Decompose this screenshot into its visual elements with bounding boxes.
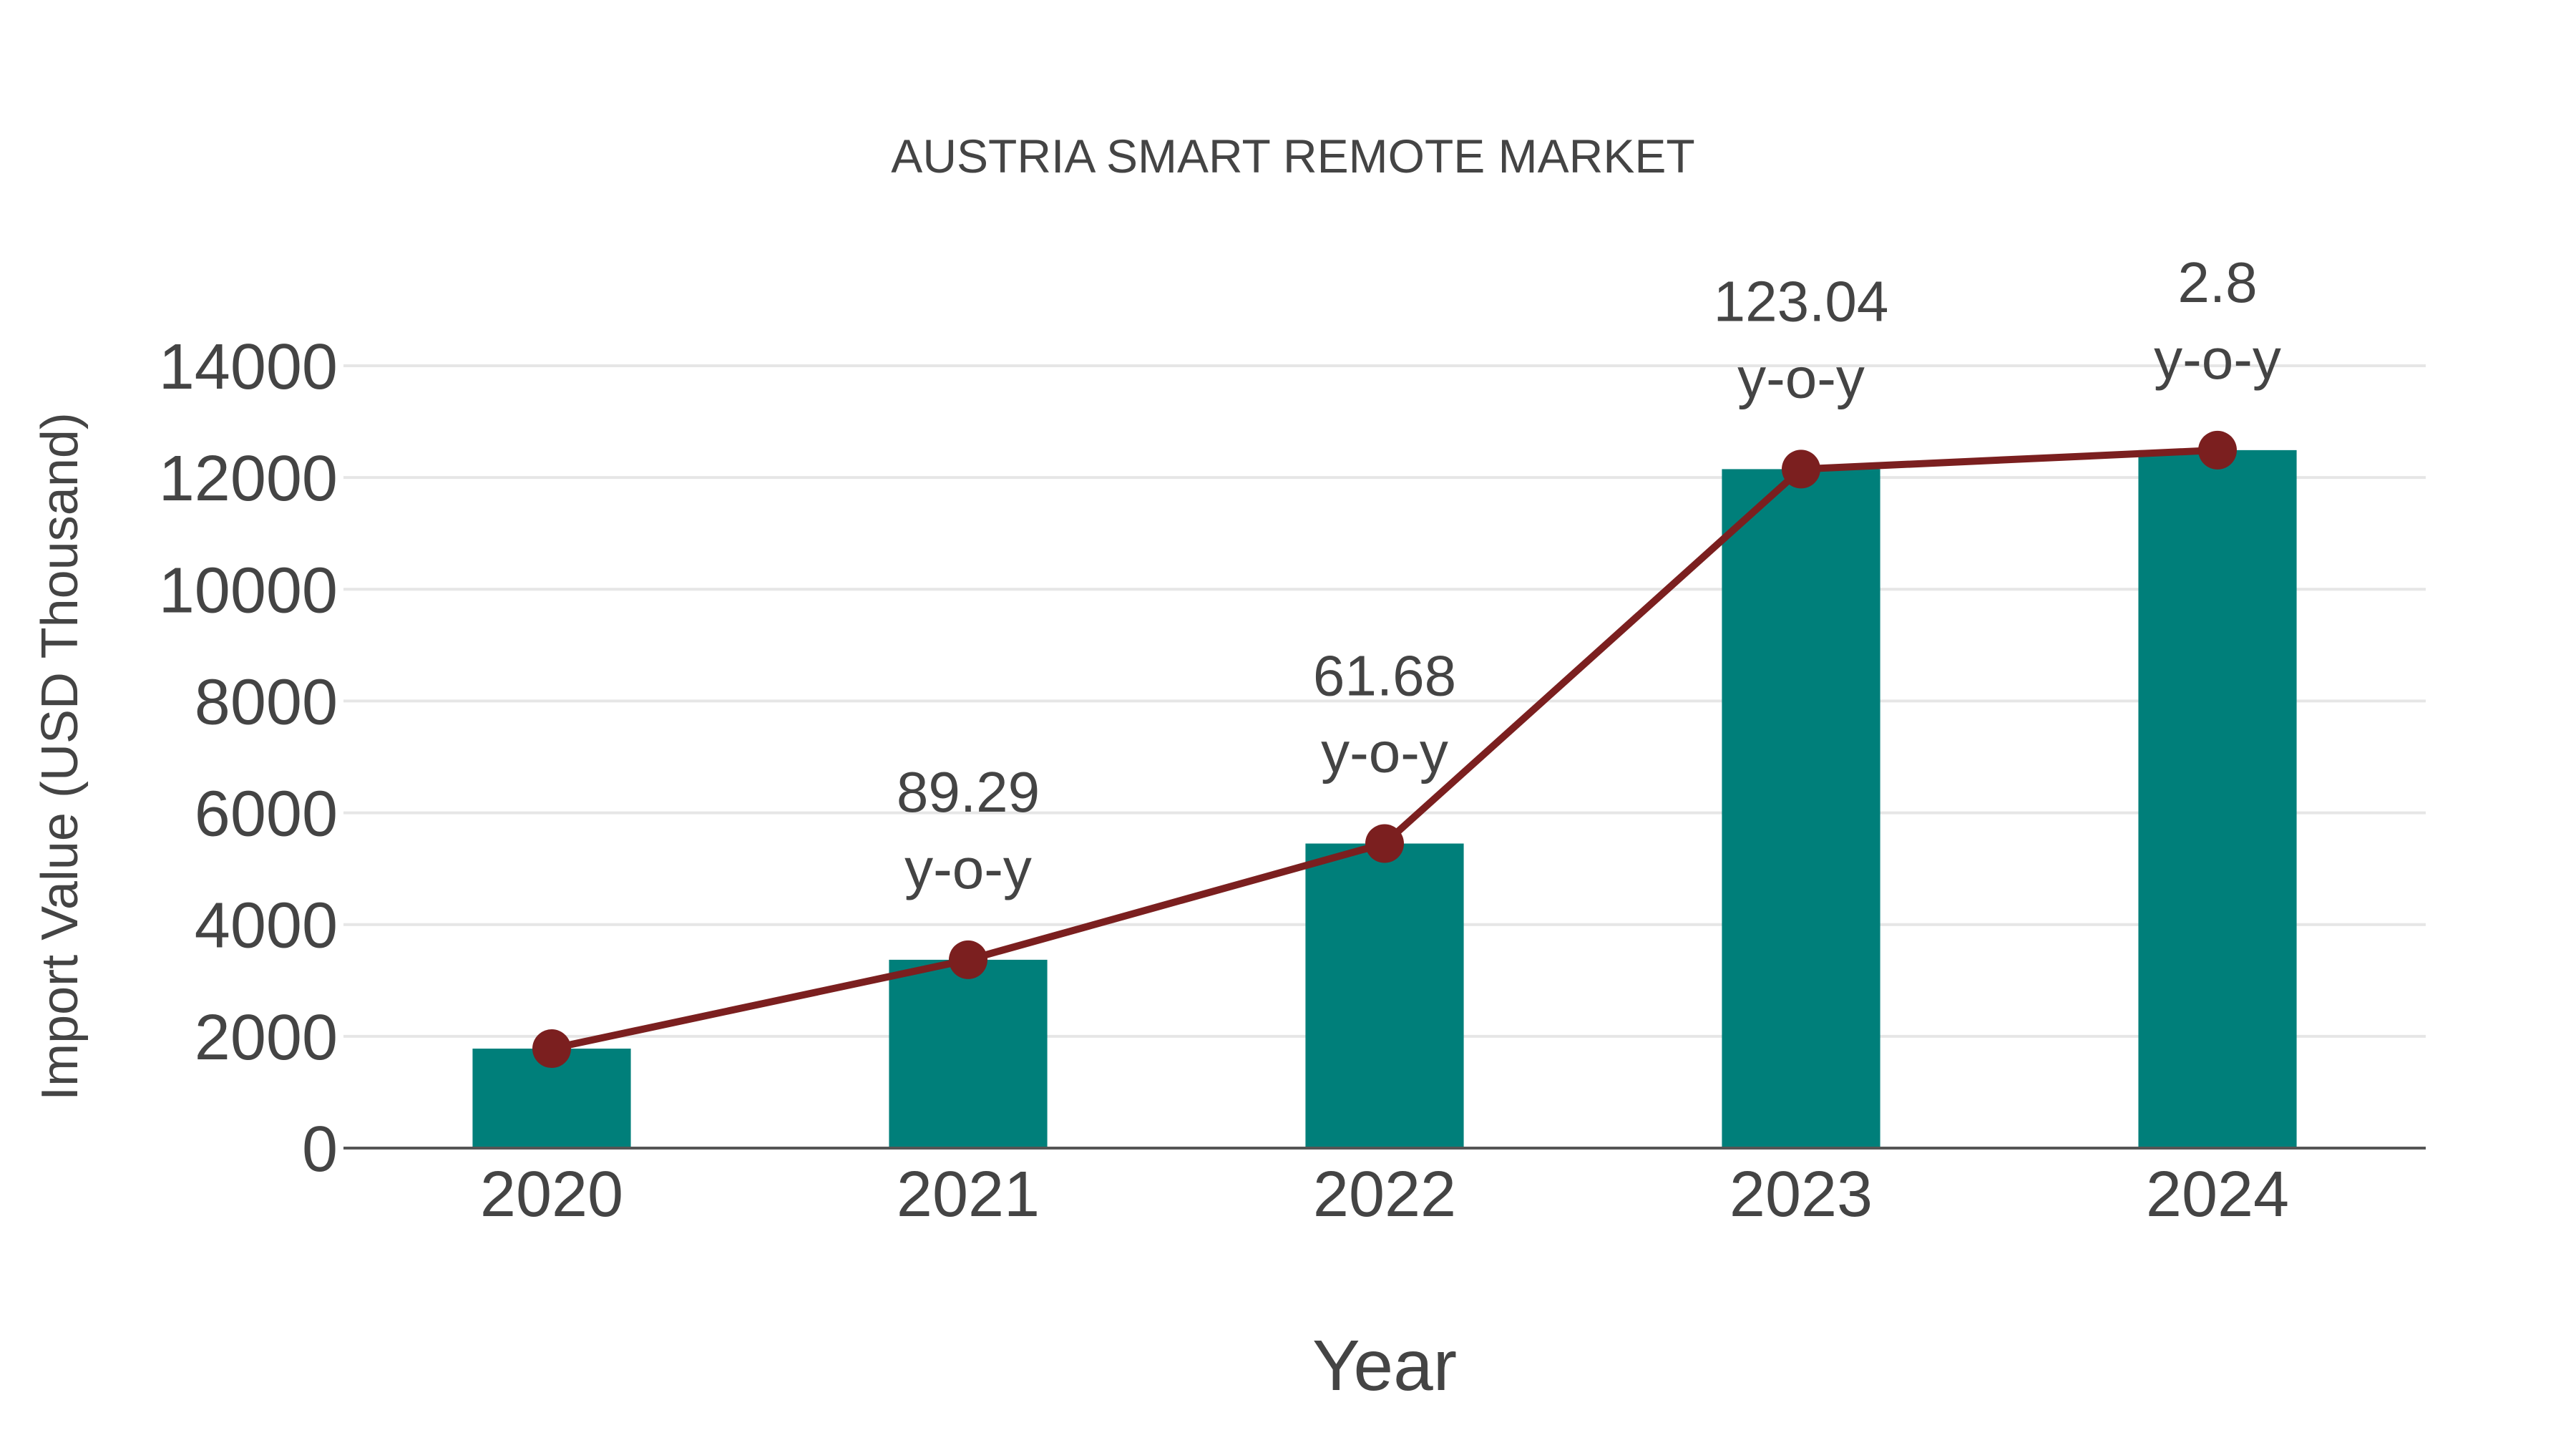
bar-series [472,449,2297,1148]
x-tick-label: 2023 [1729,1159,1873,1230]
y-tick-label: 8000 [195,666,338,738]
annotation-value: 123.04 [1714,269,1889,333]
annotation-2021: 89.29 y-o-y [897,760,1040,900]
x-axis-title: Year [1312,1326,1457,1406]
data-point-2022[interactable] [1365,824,1404,863]
bar-2023[interactable] [1722,469,1880,1148]
annotation-suffix: y-o-y [904,837,1032,900]
bar-2024[interactable] [2138,449,2297,1148]
y-axis-ticks: 0 2000 4000 6000 8000 10000 12000 14000 [159,331,338,1185]
y-tick-label: 12000 [159,443,338,515]
annotation-value: 89.29 [897,760,1040,824]
line-series [532,430,2237,1069]
y-tick-label: 4000 [195,890,338,962]
annotation-2023: 123.04 y-o-y [1714,269,1889,409]
x-tick-label: 2020 [480,1159,623,1230]
annotation-value: 61.68 [1313,644,1456,708]
yoy-annotations: 89.29 y-o-y 61.68 y-o-y 123.04 y-o-y 2.8 y-o-y [897,251,2281,900]
data-point-2021[interactable] [949,940,987,979]
data-point-2020[interactable] [532,1029,571,1069]
data-point-2023[interactable] [1782,449,1820,489]
y-tick-label: 0 [302,1114,338,1185]
y-axis-title: Import Value (USD Thousand) [31,412,89,1101]
y-tick-label: 2000 [195,1002,338,1074]
y-tick-label: 10000 [159,555,338,626]
annotation-suffix: y-o-y [2154,327,2281,391]
annotation-value: 2.8 [2177,251,2257,314]
y-tick-label: 14000 [159,331,338,403]
x-tick-label: 2022 [1313,1159,1456,1230]
x-axis-ticks: 2020 2021 2022 2023 2024 [480,1159,2289,1230]
annotation-2022: 61.68 y-o-y [1313,644,1456,784]
data-point-2024[interactable] [2198,430,2237,470]
annotation-suffix: y-o-y [1737,346,1865,409]
bar-2022[interactable] [1305,843,1464,1148]
x-tick-label: 2024 [2146,1159,2289,1230]
annotation-2024: 2.8 y-o-y [2154,251,2281,391]
gridlines [343,364,2426,1038]
y-tick-label: 6000 [195,779,338,850]
x-tick-label: 2021 [897,1159,1040,1230]
bar-2021[interactable] [889,959,1048,1148]
annotation-suffix: y-o-y [1321,721,1448,784]
chart-title: AUSTRIA SMART REMOTE MARKET [891,130,1694,183]
